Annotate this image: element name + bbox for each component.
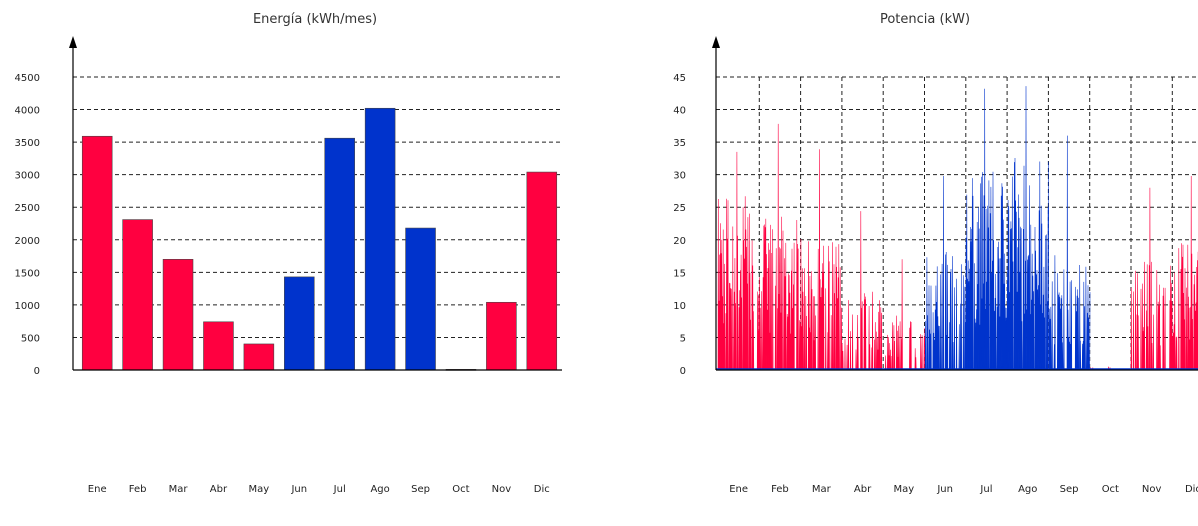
power-x-tick-label: Jun: [936, 484, 953, 495]
power-month-series: [800, 149, 843, 371]
power-y-tick-label: 0: [680, 366, 686, 377]
energy-y-axis-arrow: [69, 36, 77, 48]
energy-y-tick-label: 4500: [15, 73, 40, 84]
power-chart-panel: Potencia (kW) 0 5 10 15 20 25 30 35 40 45 Ene Feb Ma…: [600, 0, 1198, 526]
power-month-series: [1006, 86, 1049, 371]
power-month-series: [1171, 175, 1198, 371]
power-month-series: [1048, 135, 1091, 371]
power-y-tick-label: 20: [673, 236, 686, 247]
energy-x-tick-label: Feb: [129, 484, 147, 495]
power-area-chart: 0 5 10 15 20 25 30 35 40 45 Ene Feb Mar Abr May Jun Jul A…: [673, 36, 1198, 495]
energy-y-tick-label: 4000: [15, 106, 40, 117]
power-month-series: [965, 88, 1008, 371]
energy-y-tick-label: 1000: [15, 301, 40, 312]
energy-x-tick-label: Mar: [169, 484, 189, 495]
power-x-tick-label: Sep: [1060, 484, 1079, 495]
energy-y-tick-label: 2000: [15, 236, 40, 247]
energy-y-tick-label: 500: [21, 333, 40, 344]
energy-bar: [324, 137, 355, 371]
power-chart-title: Potencia (kW): [879, 12, 971, 27]
power-y-tick-label: 30: [673, 171, 686, 182]
power-month-series: [883, 259, 926, 371]
energy-x-tick-label: Ene: [88, 484, 107, 495]
power-x-tick-label: Ene: [729, 484, 748, 495]
energy-bar: [364, 107, 396, 371]
energy-y-tick-label: 2500: [15, 203, 40, 214]
power-month-series: [924, 175, 967, 371]
power-month-series: [841, 211, 884, 371]
energy-bar: [526, 171, 558, 371]
power-month-series: [717, 151, 760, 371]
energy-x-tick-label: Nov: [492, 484, 512, 495]
energy-x-tick-label: Jun: [290, 484, 307, 495]
energy-bar: [203, 321, 234, 371]
power-x-tick-label: Nov: [1142, 484, 1162, 495]
power-x-tick-label: May: [894, 484, 915, 495]
power-x-tick-label: Feb: [771, 484, 789, 495]
power-y-tick-label: 15: [673, 268, 686, 279]
energy-x-tick-label: Sep: [411, 484, 430, 495]
energy-bar: [162, 259, 194, 371]
power-y-tick-label: 35: [673, 138, 686, 149]
energy-y-tick-label: 3500: [15, 138, 40, 149]
energy-y-tick-label: 3000: [15, 171, 40, 182]
power-x-tick-label: Abr: [854, 484, 872, 495]
energy-x-tick-label: Dic: [534, 484, 550, 495]
energy-y-tick-label: 0: [34, 366, 40, 377]
energy-bar-chart: 0 500 1000 1500 2000 2500 3000 3500 4000 4500 Ene F…: [15, 36, 562, 495]
power-x-tick-label: Dic: [1185, 484, 1198, 495]
power-month-series: [1130, 187, 1173, 371]
energy-chart-title: Energía (kWh/mes): [252, 12, 378, 27]
energy-x-tick-label: Ago: [370, 484, 389, 495]
energy-bar: [243, 343, 275, 371]
power-x-tick-label: Ago: [1018, 484, 1037, 495]
power-y-tick-label: 40: [673, 106, 686, 117]
power-y-tick-label: 25: [673, 203, 686, 214]
power-x-tick-label: Mar: [812, 484, 832, 495]
power-x-tick-label: Oct: [1102, 484, 1119, 495]
energy-x-tick-label: May: [249, 484, 270, 495]
energy-chart-panel: Energía (kWh/mes) 0 500 1000 1500 2000 2500 30…: [15, 12, 562, 495]
energy-bar: [284, 276, 315, 371]
energy-bar: [81, 135, 113, 371]
energy-bar: [486, 301, 517, 371]
energy-y-tick-label: 1500: [15, 268, 40, 279]
power-y-tick-label: 5: [680, 333, 686, 344]
energy-x-tick-label: Abr: [210, 484, 228, 495]
energy-x-tick-label: Oct: [452, 484, 469, 495]
power-y-tick-label: 45: [673, 73, 686, 84]
power-month-series: [758, 123, 802, 371]
energy-x-tick-label: Jul: [333, 484, 346, 495]
energy-bar: [122, 219, 153, 371]
power-y-tick-label: 10: [673, 301, 686, 312]
energy-bar: [405, 227, 436, 371]
power-y-axis-arrow: [712, 36, 720, 48]
power-x-tick-label: Jul: [979, 484, 992, 495]
